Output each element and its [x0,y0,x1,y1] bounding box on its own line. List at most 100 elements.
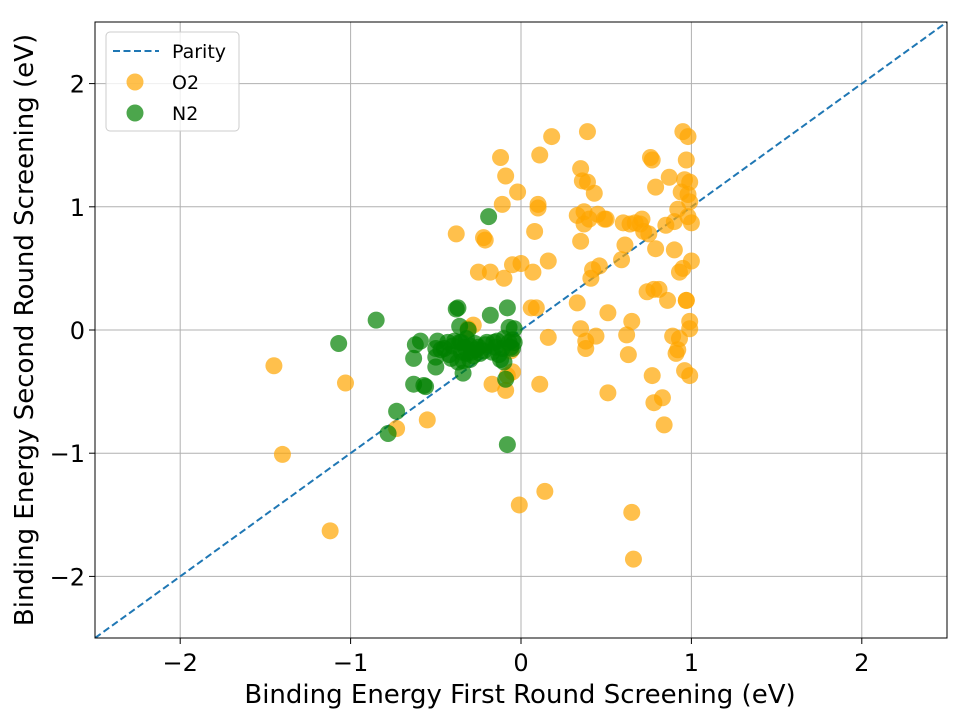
legend-n2-label: N2 [172,103,198,125]
point-o2 [613,251,631,269]
point-n2 [481,306,499,324]
y-tick-label: 2 [70,71,85,99]
point-o2 [510,496,528,514]
legend-o2-swatch [126,73,144,91]
point-n2 [330,335,348,353]
series-o2 [265,123,700,568]
point-o2 [623,312,641,330]
point-o2 [681,312,699,330]
point-o2 [677,291,695,309]
point-o2 [495,269,513,287]
point-o2 [469,263,487,281]
y-tick-label: −1 [50,440,85,468]
y-tick-label: 0 [70,317,85,345]
point-o2 [679,128,697,146]
point-o2 [273,445,291,463]
legend-n2-swatch [126,104,144,122]
x-tick-label: 0 [513,649,528,677]
point-o2 [529,195,547,213]
point-n2 [367,311,385,329]
point-o2 [624,550,642,568]
point-o2 [531,375,549,393]
x-tick-label: −1 [333,649,368,677]
plot-border [94,21,948,639]
point-o2 [509,183,527,201]
point-o2 [640,225,658,243]
point-o2 [619,346,637,364]
point-n2 [427,358,445,376]
point-n2 [417,378,435,396]
y-axis-label: Binding Energy Second Round Screening (e… [10,34,40,626]
point-o2 [481,263,499,281]
point-o2 [543,128,561,146]
x-axis-label: Binding Energy First Round Screening (eV… [244,680,795,710]
legend: Parity O2 N2 [105,31,240,132]
series-n2 [330,208,523,454]
point-o2 [682,214,700,232]
point-o2 [447,225,465,243]
point-o2 [531,146,549,164]
point-o2 [585,184,603,202]
point-o2 [476,231,494,249]
point-n2 [449,299,467,317]
point-o2 [536,482,554,500]
point-o2 [681,367,699,385]
point-n2 [411,332,429,350]
point-o2 [539,252,557,270]
point-o2 [643,367,661,385]
point-o2 [526,222,544,240]
point-o2 [497,167,515,185]
point-o2 [568,294,586,312]
point-o2 [659,291,677,309]
point-o2 [492,149,510,167]
point-o2 [623,503,641,521]
point-o2 [665,241,683,259]
y-tick-label: 1 [70,194,85,222]
point-o2 [572,232,590,250]
x-tick-label: 1 [684,649,699,677]
point-o2 [599,384,617,402]
point-n2 [388,402,406,420]
legend-parity-label: Parity [172,41,226,63]
point-n2 [498,299,516,317]
point-o2 [681,193,699,211]
point-o2 [618,326,636,344]
y-tick-label: −2 [50,563,85,591]
point-o2 [597,210,615,228]
point-n2 [495,353,513,371]
x-tick-label: −2 [163,649,198,677]
point-o2 [577,339,595,357]
point-n2 [459,321,477,339]
point-o2 [677,151,695,169]
point-o2 [647,240,665,258]
point-n2 [505,320,523,338]
point-o2 [643,151,661,169]
point-o2 [512,254,530,272]
point-o2 [524,263,542,281]
point-o2 [647,178,665,196]
point-o2 [655,416,673,434]
point-o2 [527,299,545,317]
point-o2 [336,374,354,392]
point-n2 [497,370,515,388]
point-o2 [682,252,700,270]
point-n2 [405,349,423,367]
point-o2 [616,236,634,254]
point-o2 [578,123,596,141]
legend-o2-label: O2 [172,72,199,94]
point-o2 [599,304,617,322]
point-n2 [379,424,397,442]
point-o2 [660,168,678,186]
x-tick-label: 2 [854,649,869,677]
point-o2 [321,522,339,540]
y-axis-ticks: −2 −1 0 1 2 [50,71,95,591]
point-o2 [653,389,671,407]
point-o2 [681,173,699,191]
point-n2 [454,364,472,382]
point-o2 [590,257,608,275]
point-n2 [480,208,498,226]
point-o2 [418,411,436,429]
plot-content [95,22,947,638]
point-o2 [265,357,283,375]
